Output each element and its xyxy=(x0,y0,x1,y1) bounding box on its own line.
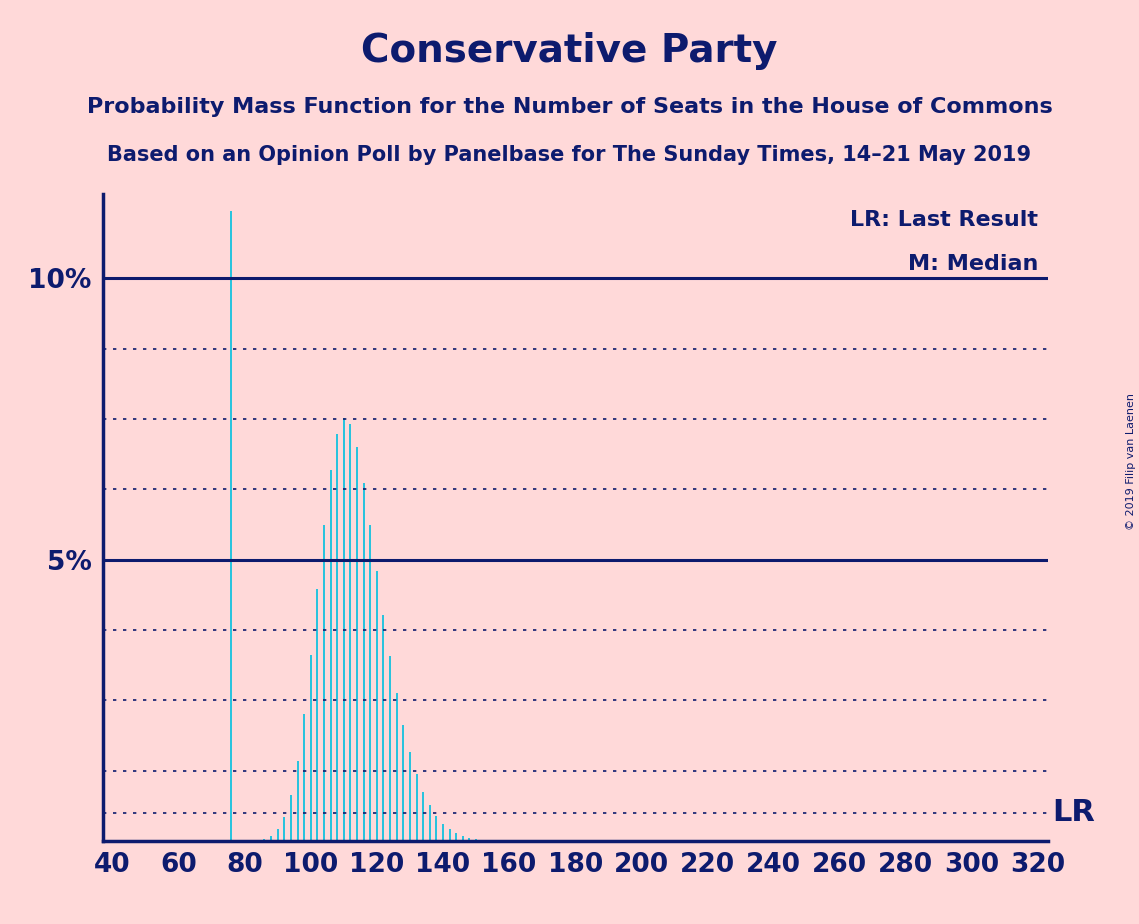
Text: LR: LR xyxy=(1052,798,1096,827)
Text: LR: Last Result: LR: Last Result xyxy=(851,211,1039,230)
Text: Based on an Opinion Poll by Panelbase for The Sunday Times, 14–21 May 2019: Based on an Opinion Poll by Panelbase fo… xyxy=(107,145,1032,165)
Text: © 2019 Filip van Laenen: © 2019 Filip van Laenen xyxy=(1125,394,1136,530)
Text: M: Median: M: Median xyxy=(908,253,1039,274)
Text: Conservative Party: Conservative Party xyxy=(361,32,778,70)
Text: Probability Mass Function for the Number of Seats in the House of Commons: Probability Mass Function for the Number… xyxy=(87,97,1052,117)
